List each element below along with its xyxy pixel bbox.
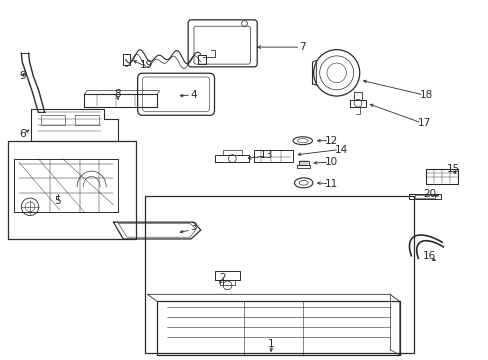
Text: 7: 7 [299,42,305,52]
Text: 15: 15 [446,163,459,174]
Text: 11: 11 [325,179,338,189]
Text: 17: 17 [417,118,430,128]
Text: 10: 10 [325,157,338,167]
Text: 18: 18 [419,90,432,100]
Text: 9: 9 [19,71,25,81]
Text: 16: 16 [423,251,436,261]
Text: 2: 2 [219,273,225,283]
Text: 12: 12 [325,136,338,146]
Bar [145,196,413,353]
Text: 4: 4 [190,90,197,100]
Text: 3: 3 [190,222,197,232]
Text: 14: 14 [334,145,347,155]
Text: 8: 8 [114,89,121,99]
Text: 13: 13 [259,150,272,160]
Bar [8,141,136,239]
Text: 6: 6 [20,129,26,139]
Text: 20: 20 [423,189,435,199]
Text: 19: 19 [140,60,153,70]
Text: 5: 5 [54,197,61,206]
Text: 1: 1 [267,339,274,348]
